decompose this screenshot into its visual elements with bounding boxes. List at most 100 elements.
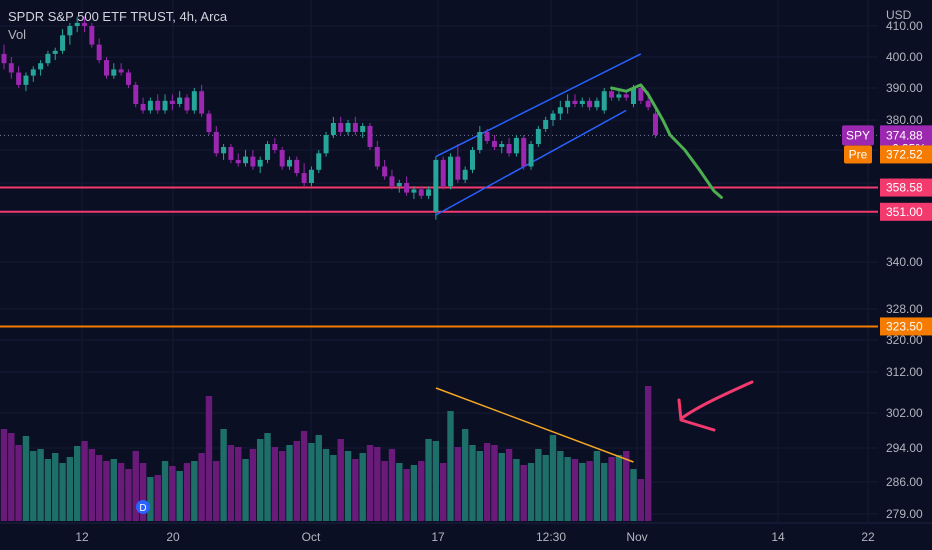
volume-bar	[491, 445, 498, 521]
volume-bar	[410, 465, 418, 521]
volume-bar	[352, 459, 359, 521]
level-badge	[880, 202, 932, 221]
candle-body	[294, 159, 300, 174]
volume-bar	[425, 439, 432, 521]
volume-bar	[586, 461, 593, 521]
candle-body	[301, 173, 307, 183]
volume-bar	[396, 463, 403, 521]
candle-body	[8, 63, 14, 73]
candle-body	[30, 69, 36, 76]
candle-body	[45, 53, 51, 64]
candle-body	[228, 147, 234, 160]
candle-body	[96, 44, 102, 61]
volume-bar	[403, 469, 410, 521]
candle-body	[550, 113, 556, 120]
volume-bar	[579, 463, 586, 521]
volume-bar	[615, 455, 623, 521]
candle-body	[111, 69, 117, 76]
volume-bar	[374, 447, 381, 521]
dividend-marker[interactable]: D	[136, 500, 150, 514]
volume-bar	[264, 433, 271, 521]
volume-bar	[278, 451, 286, 521]
candle-body	[103, 60, 109, 76]
candle-body	[308, 169, 314, 183]
volume-bar	[8, 433, 15, 521]
symbol-title[interactable]: SPDR S&P 500 ETF TRUST, 4h, Arca	[8, 9, 228, 24]
candle-body	[426, 189, 432, 196]
candle-body	[521, 138, 527, 167]
candle-body	[455, 156, 461, 180]
arrow-shaft	[680, 380, 754, 420]
level-badge-value: 323.50	[886, 319, 923, 333]
candle-body	[250, 156, 256, 167]
time-tick-label: 22	[861, 530, 875, 544]
overlay-drawings	[610, 83, 754, 432]
dividend-marker-circle[interactable]	[136, 500, 150, 514]
channel-line-upper	[435, 53, 642, 158]
price-badges: SPY374.88-6.35%Pre372.52358.58351.00323.…	[842, 125, 932, 336]
volume-bar	[630, 469, 637, 521]
volume-bar	[257, 439, 264, 521]
volume-bar	[527, 463, 535, 521]
candle-body	[601, 91, 607, 111]
candle-body	[411, 189, 417, 193]
candle-body	[623, 94, 629, 98]
candle-body	[491, 141, 497, 147]
candle-body	[338, 123, 344, 132]
chart-legend: SPDR S&P 500 ETF TRUST, 4h, Arca Vol	[8, 8, 227, 44]
pre-market-badge	[880, 145, 932, 164]
volume-bar	[564, 457, 571, 521]
volume-bars	[0, 386, 652, 521]
volume-bar	[88, 449, 96, 521]
candle-body	[169, 100, 175, 104]
candle-body	[572, 100, 578, 104]
volume-bar	[315, 435, 322, 521]
candle-body	[162, 100, 168, 111]
spy-symbol-label: SPY	[846, 128, 870, 142]
volume-bar	[22, 436, 30, 521]
volume-bar	[66, 457, 74, 521]
volume-bar	[59, 463, 66, 521]
time-tick-label: 20	[166, 530, 180, 544]
volume-bar	[271, 447, 279, 521]
volume-bar	[440, 463, 447, 521]
volume-bar	[330, 455, 337, 521]
candle-body	[462, 169, 468, 180]
candle-body	[543, 120, 549, 129]
candle-body	[279, 150, 285, 167]
volume-bar	[249, 449, 257, 521]
candle-body	[389, 176, 395, 187]
candle-body	[60, 35, 66, 51]
volume-bar	[608, 457, 615, 521]
candle-body	[118, 69, 124, 73]
price-axis: USD410.00400.00390.00380.00370.00360.003…	[886, 8, 923, 521]
candle-body	[74, 22, 80, 26]
volume-bar	[623, 451, 630, 521]
price-tick-label: 302.00	[886, 406, 923, 420]
spy-price-value: 374.88	[886, 128, 923, 142]
volume-bar	[103, 461, 110, 521]
candle-body	[609, 91, 615, 98]
volume-bar	[74, 446, 81, 521]
candle-body	[133, 84, 139, 104]
drawings	[435, 53, 642, 463]
volume-bar	[147, 477, 154, 521]
volume-bar	[549, 435, 557, 521]
price-tick-label: 294.00	[886, 441, 923, 455]
volume-bar	[205, 396, 213, 521]
volume-bar	[461, 429, 469, 521]
candle-body	[587, 100, 593, 108]
volume-bar	[293, 441, 300, 521]
price-tick-label: 286.00	[886, 475, 923, 489]
volume-bar	[344, 451, 352, 521]
candle-body	[23, 75, 29, 85]
volume-bar	[191, 461, 198, 521]
volume-bar	[542, 455, 549, 521]
candle-body	[257, 159, 263, 167]
candle-body	[330, 123, 336, 135]
candle-body	[140, 104, 146, 111]
volume-bar	[117, 463, 125, 521]
volume-bar	[366, 445, 374, 521]
price-tick-label: 380.00	[886, 113, 923, 127]
